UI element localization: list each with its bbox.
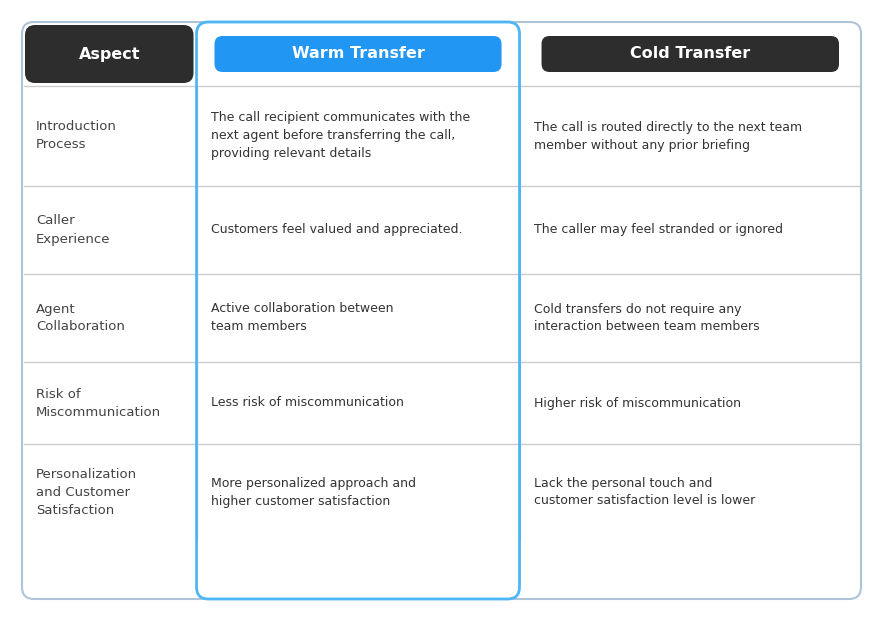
Text: Introduction
Process: Introduction Process bbox=[36, 120, 117, 152]
Text: The caller may feel stranded or ignored: The caller may feel stranded or ignored bbox=[533, 224, 782, 237]
Text: Higher risk of miscommunication: Higher risk of miscommunication bbox=[533, 396, 741, 409]
Text: Active collaboration between
team members: Active collaboration between team member… bbox=[210, 302, 393, 333]
FancyBboxPatch shape bbox=[25, 25, 193, 83]
FancyBboxPatch shape bbox=[22, 22, 861, 599]
Text: Caller
Experience: Caller Experience bbox=[36, 214, 110, 245]
Text: Risk of
Miscommunication: Risk of Miscommunication bbox=[36, 388, 161, 419]
Text: Lack the personal touch and
customer satisfaction level is lower: Lack the personal touch and customer sat… bbox=[533, 476, 755, 507]
Text: Less risk of miscommunication: Less risk of miscommunication bbox=[210, 396, 404, 409]
Text: Customers feel valued and appreciated.: Customers feel valued and appreciated. bbox=[210, 224, 462, 237]
FancyBboxPatch shape bbox=[215, 36, 502, 72]
Text: Warm Transfer: Warm Transfer bbox=[291, 47, 425, 61]
Text: Agent
Collaboration: Agent Collaboration bbox=[36, 302, 125, 333]
FancyBboxPatch shape bbox=[541, 36, 839, 72]
Text: Cold Transfer: Cold Transfer bbox=[630, 47, 751, 61]
Text: Cold transfers do not require any
interaction between team members: Cold transfers do not require any intera… bbox=[533, 302, 759, 333]
Text: Aspect: Aspect bbox=[79, 47, 140, 61]
Text: The call recipient communicates with the
next agent before transferring the call: The call recipient communicates with the… bbox=[210, 112, 470, 160]
Text: The call is routed directly to the next team
member without any prior briefing: The call is routed directly to the next … bbox=[533, 120, 802, 152]
Text: Personalization
and Customer
Satisfaction: Personalization and Customer Satisfactio… bbox=[36, 468, 137, 517]
Text: More personalized approach and
higher customer satisfaction: More personalized approach and higher cu… bbox=[210, 476, 416, 507]
